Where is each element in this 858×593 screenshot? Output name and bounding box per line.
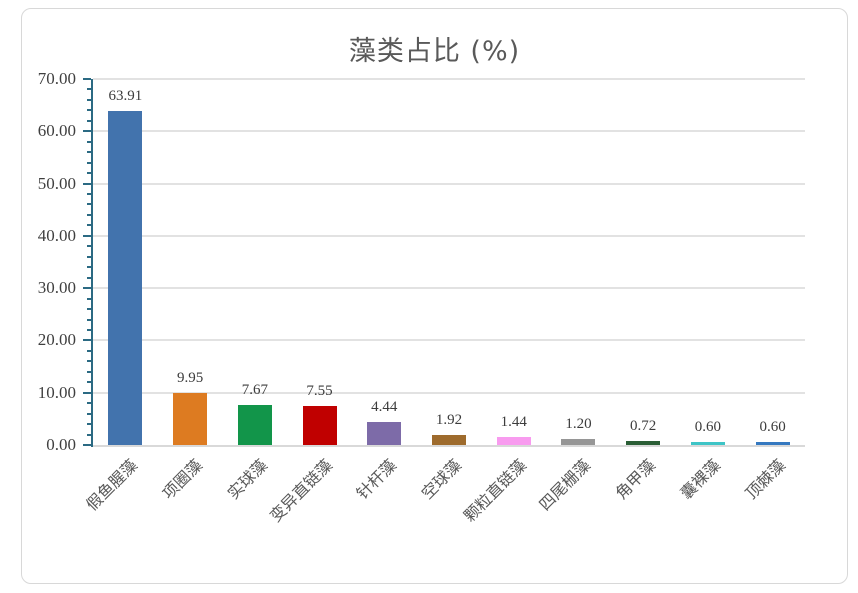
category-label: 变异直链藻: [266, 457, 336, 526]
gridline: [93, 78, 805, 80]
y-tick-minor: [87, 370, 91, 373]
bar: [237, 404, 272, 445]
bar: [496, 437, 531, 445]
y-tick-minor: [87, 276, 91, 279]
y-tick-major: [83, 444, 91, 446]
gridline: [93, 234, 805, 237]
y-tick-minor: [87, 98, 91, 101]
bar: [626, 441, 661, 445]
y-tick-minor: [87, 308, 91, 311]
y-tick-minor: [87, 151, 91, 154]
bar-value-label: 0.72: [630, 418, 657, 435]
y-tick-minor: [87, 255, 91, 258]
bar: [108, 110, 143, 445]
y-tick-minor: [87, 318, 91, 321]
y-tick-minor: [87, 433, 91, 436]
y-tick-major: [83, 339, 91, 342]
chart-title: 藻类占比 (%): [348, 36, 521, 67]
y-tick-label: 20.00: [37, 330, 76, 350]
y-tick-label: 50.00: [37, 173, 76, 193]
y-tick-label: 0.00: [46, 435, 76, 454]
bar-value-label: 63.91: [108, 87, 143, 104]
y-tick-minor: [87, 412, 91, 415]
y-tick-label: 60.00: [37, 121, 76, 141]
y-tick-minor: [87, 140, 91, 143]
y-tick-label: 40.00: [37, 225, 76, 245]
category-label: 项圈藻: [160, 457, 207, 503]
y-tick-minor: [87, 328, 91, 331]
gridline: [93, 130, 805, 133]
category-label: 空球藻: [419, 457, 466, 503]
y-tick-minor: [87, 297, 91, 300]
y-tick-minor: [87, 402, 91, 405]
y-tick-major: [83, 287, 91, 290]
y-tick-label: 10.00: [37, 382, 76, 402]
gridline: [93, 182, 805, 185]
chart-card: 藻类占比 (%) 70.00 60.00 50.00 40.00 30.00 20.00 1…: [21, 8, 848, 584]
category-label: 针杆藻: [354, 457, 401, 503]
category-label: 实球藻: [224, 457, 271, 503]
y-tick-minor: [87, 161, 91, 164]
gridline: [93, 339, 805, 342]
bar-value-label: 1.92: [435, 411, 463, 428]
gridline: [93, 391, 805, 394]
bar: [302, 405, 337, 445]
bar: [755, 441, 790, 445]
y-tick-minor: [87, 109, 91, 112]
y-tick-major: [83, 234, 91, 237]
bar-value-label: 7.67: [241, 381, 268, 398]
y-tick-minor: [87, 266, 91, 269]
bar-value-label: 9.95: [176, 369, 204, 386]
y-tick-minor: [87, 349, 91, 352]
y-tick-label: 30.00: [37, 278, 76, 298]
y-tick-minor: [87, 172, 91, 175]
category-label: 四尾栅藻: [537, 457, 595, 515]
bar: [432, 434, 466, 445]
y-axis-line: [91, 79, 93, 447]
y-tick-minor: [87, 203, 91, 206]
y-tick-minor: [87, 88, 91, 91]
bar: [690, 441, 725, 445]
bar-value-label: 0.60: [759, 418, 786, 435]
y-tick-label: 70.00: [37, 69, 76, 88]
y-tick-minor: [87, 224, 91, 227]
bar-value-label: 7.55: [306, 382, 333, 399]
y-tick-minor: [87, 360, 91, 363]
category-label: 角甲藻: [613, 457, 660, 503]
y-tick-major: [83, 78, 91, 80]
x-axis-line: [93, 445, 805, 447]
y-tick-minor: [87, 119, 91, 122]
bar: [173, 392, 208, 445]
bar-value-label: 4.44: [371, 398, 398, 415]
y-tick-minor: [87, 381, 91, 384]
y-tick-minor: [87, 423, 91, 426]
y-tick-minor: [87, 193, 91, 196]
y-tick-minor: [87, 213, 91, 216]
bar: [561, 438, 596, 445]
y-tick-major: [83, 130, 91, 133]
category-label: 颗粒直链藻: [461, 457, 530, 526]
y-tick-minor: [87, 245, 91, 248]
bar-value-label: 0.60: [694, 418, 722, 435]
category-label: 顶棘藻: [742, 457, 789, 503]
y-tick-major: [83, 391, 91, 394]
bar: [367, 421, 402, 445]
bar-value-label: 1.20: [565, 415, 592, 432]
y-tick-major: [83, 182, 91, 185]
gridline: [93, 287, 805, 290]
bar-value-label: 1.44: [500, 414, 527, 431]
category-label: 假鱼腥藻: [84, 457, 142, 515]
category-label: 囊裸藻: [677, 457, 724, 503]
